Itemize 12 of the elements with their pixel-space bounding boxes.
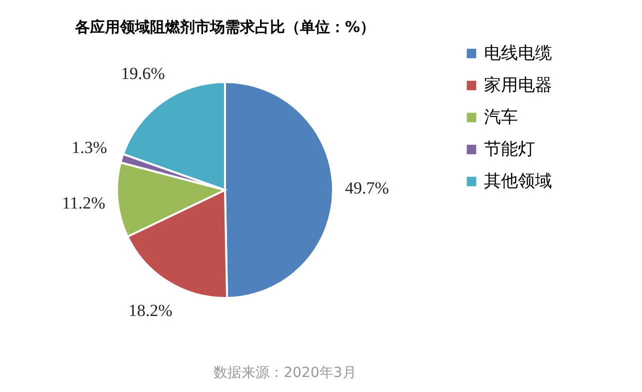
legend-label: 节能灯: [484, 140, 535, 160]
data-label: 49.7%: [345, 178, 389, 198]
chart-title: 各应用领域阻燃剂市场需求占比（单位：%）: [74, 18, 376, 36]
legend-label: 汽车: [484, 108, 518, 128]
legend-label: 电线电缆: [484, 44, 552, 64]
data-label: 19.6%: [121, 64, 165, 84]
data-label: 1.3%: [72, 138, 107, 158]
data-label: 11.2%: [62, 193, 106, 212]
legend-label: 其他领域: [484, 172, 552, 192]
source-note: 数据来源：2020年3月: [214, 365, 356, 381]
legend-label: 家用电器: [484, 76, 552, 96]
data-label: 18.2%: [128, 300, 172, 320]
